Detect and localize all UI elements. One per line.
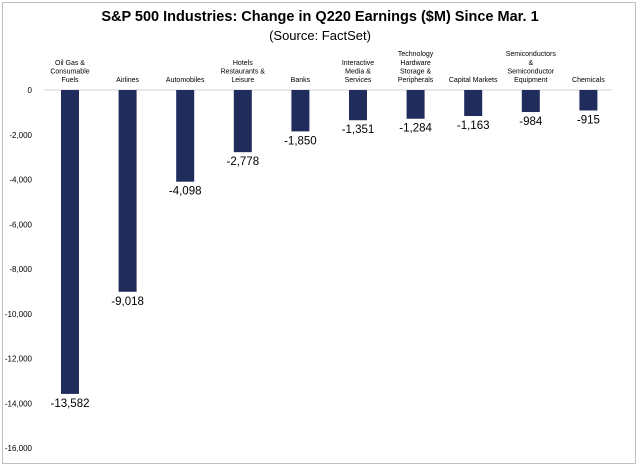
category-label-line: Equipment [514, 77, 548, 84]
y-tick-label: -8,000 [9, 265, 32, 274]
category-label-line: Airlines [116, 77, 139, 84]
y-tick-label: 0 [28, 86, 33, 95]
bar [579, 90, 598, 111]
category-label-line: Consumable [50, 68, 89, 75]
data-label: -1,850 [284, 135, 317, 147]
category-label-line: Banks [291, 77, 311, 84]
y-tick-label: -10,000 [5, 310, 33, 319]
category-label-line: Hardware [400, 60, 430, 67]
bar [291, 90, 310, 132]
category-label: Interactive Media & Services [342, 60, 374, 84]
bar [233, 90, 252, 153]
category-label: Automobiles [166, 77, 205, 84]
category-labels: Oil Gas & Consumable Fuels Airlines Automobi… [50, 51, 605, 84]
bar [406, 90, 425, 119]
category-label-line: Hotels [233, 60, 253, 67]
chart-frame [2, 2, 636, 464]
bar [176, 90, 195, 182]
category-label-line: Automobiles [166, 77, 205, 84]
category-label: Airlines [116, 77, 139, 84]
data-label: -984 [519, 116, 543, 128]
category-label: Oil Gas & Consumable Fuels [50, 60, 89, 84]
y-tick-label: -4,000 [9, 176, 32, 185]
category-label: Banks [291, 77, 311, 84]
category-label-line: Media & [345, 68, 371, 75]
data-label: -2,778 [226, 156, 259, 168]
category-label-line: Chemicals [572, 77, 605, 84]
category-label-line: Interactive [342, 60, 374, 67]
bar [349, 90, 367, 121]
category-label-line: Services [345, 77, 372, 84]
bar [118, 90, 137, 292]
bar [61, 90, 79, 394]
category-label-line: Peripherals [398, 77, 434, 84]
y-tick-label: -12,000 [5, 355, 33, 364]
category-label-line: Capital Markets [449, 77, 498, 84]
data-label: -915 [577, 114, 600, 126]
data-labels: -13,582 -9,018 -4,098 -2,778 -1,850 -1,351 -1,… [50, 114, 599, 409]
category-label-line: Leisure [231, 77, 254, 84]
bar [521, 90, 540, 113]
data-label: -4,098 [169, 186, 202, 198]
category-label-line: Storage & [400, 68, 431, 75]
category-label: Capital Markets [449, 77, 498, 84]
category-label: Semiconductors & Semiconductor Equipment [506, 51, 557, 84]
y-tick-label: -2,000 [9, 131, 32, 140]
data-label: -9,018 [111, 296, 144, 308]
data-label: -1,163 [457, 120, 490, 132]
data-label: -1,351 [342, 124, 375, 136]
y-axis: 0 -2,000 -4,000 -6,000 -8,000 -10,000 -12,000 -… [5, 86, 612, 453]
category-label: Technology Hardware Storage & Peripherals [398, 51, 434, 84]
category-label-line: Fuels [61, 77, 79, 84]
category-label-line: Oil Gas & [55, 60, 85, 67]
category-label-line: & [528, 60, 533, 67]
bars [61, 90, 598, 394]
category-label: Hotels Restaurants & Leisure [221, 60, 266, 84]
bar [464, 90, 483, 117]
data-label: -1,284 [399, 123, 432, 135]
category-label-line: Technology [398, 51, 434, 58]
category-label-line: Semiconductors [506, 51, 557, 58]
chart-title: S&P 500 Industries: Change in Q220 Earni… [101, 9, 539, 25]
data-label: -13,582 [50, 398, 89, 410]
chart-subtitle: (Source: FactSet) [269, 28, 371, 43]
category-label-line: Restaurants & [221, 68, 266, 75]
y-tick-label: -6,000 [9, 220, 32, 229]
category-label-line: Semiconductor [507, 68, 554, 75]
category-label: Chemicals [572, 77, 605, 84]
y-tick-label: -14,000 [5, 399, 33, 408]
y-tick-label: -16,000 [5, 444, 33, 453]
